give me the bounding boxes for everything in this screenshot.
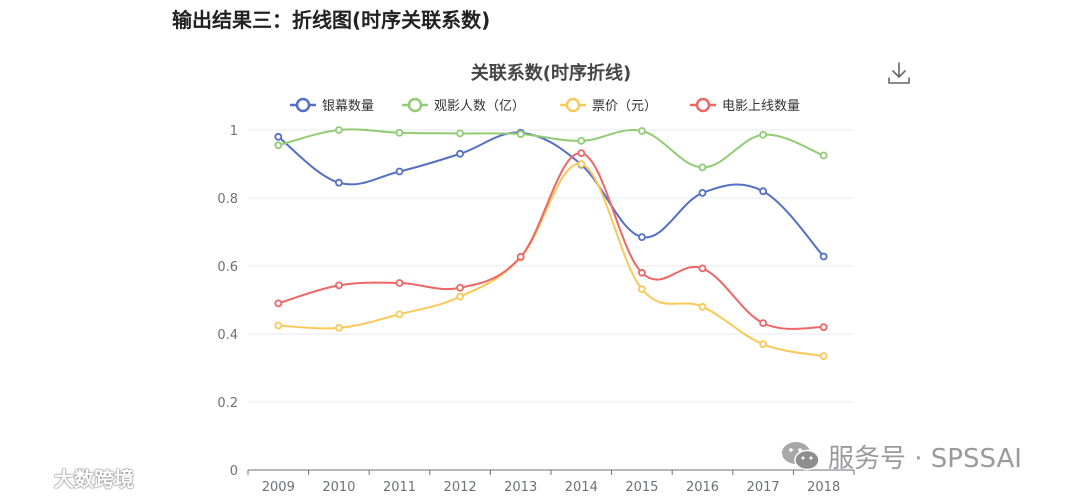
legend-label: 电影上线数量 [722, 99, 800, 114]
y-tick-label: 0.6 [217, 260, 238, 275]
data-point[interactable] [759, 340, 767, 349]
series-2 [274, 126, 828, 172]
y-tick-label: 0.2 [217, 396, 238, 411]
data-point[interactable] [516, 252, 525, 261]
x-tick-label: 2010 [322, 480, 355, 495]
data-point[interactable] [698, 163, 707, 172]
x-tick-label: 2013 [504, 480, 537, 495]
y-tick-label: 0 [230, 464, 238, 479]
data-point[interactable] [577, 160, 586, 168]
data-point[interactable] [819, 151, 828, 160]
data-point[interactable] [456, 129, 465, 138]
legend-label: 银幕数量 [322, 99, 374, 114]
legend-marker [695, 97, 711, 113]
brand-logo-icon [9, 468, 46, 485]
legend-item[interactable]: 票价（元） [560, 97, 657, 114]
data-point[interactable] [334, 323, 343, 332]
data-point[interactable] [274, 299, 283, 308]
data-point[interactable] [577, 149, 586, 158]
data-point[interactable] [334, 126, 343, 134]
x-tick-label: 2009 [262, 480, 295, 495]
y-tick-label: 0.8 [217, 192, 238, 207]
data-point[interactable] [638, 233, 646, 242]
legend-marker [295, 97, 311, 113]
data-point[interactable] [456, 292, 465, 301]
y-tick-label: 0.4 [217, 328, 238, 343]
page-heading: 输出结果三：折线图(时序关联系数) [172, 8, 491, 32]
data-point[interactable] [698, 188, 707, 197]
series-4 [274, 149, 828, 332]
data-point[interactable] [274, 132, 283, 141]
series-line [278, 128, 825, 169]
download-icon[interactable] [886, 60, 912, 88]
watermark-left: 大数跨境 [6, 462, 134, 492]
data-point[interactable] [698, 302, 707, 311]
x-tick-label: 2018 [807, 480, 840, 495]
x-tick-label: 2011 [383, 480, 416, 495]
data-point[interactable] [819, 323, 828, 332]
data-point[interactable] [516, 130, 525, 138]
data-point[interactable] [395, 167, 404, 176]
data-point[interactable] [456, 149, 465, 158]
data-point[interactable] [395, 310, 404, 319]
data-point[interactable] [759, 187, 767, 196]
data-point[interactable] [395, 279, 404, 287]
legend-label: 票价（元） [592, 99, 657, 114]
legend-item[interactable]: 银幕数量 [290, 97, 374, 114]
data-point[interactable] [759, 130, 767, 139]
data-point[interactable] [395, 128, 404, 137]
legend-item[interactable]: 观影人数（亿） [402, 97, 525, 114]
data-point[interactable] [759, 319, 767, 328]
data-point[interactable] [334, 178, 343, 187]
data-point[interactable] [638, 268, 646, 277]
watermark-right: 服务号 · SPSSAI [780, 436, 1022, 476]
legend-marker [565, 97, 581, 113]
data-point[interactable] [274, 321, 283, 330]
series-line [278, 162, 824, 358]
data-point[interactable] [819, 252, 828, 261]
series-3 [274, 160, 828, 361]
legend-label: 观影人数（亿） [434, 99, 525, 114]
grid-lines [248, 129, 854, 403]
series-line [277, 131, 825, 258]
x-tick-label: 2016 [686, 480, 719, 495]
watermark-left-text: 大数跨境 [54, 466, 134, 491]
data-point[interactable] [698, 264, 707, 273]
wechat-icon [782, 442, 820, 471]
y-tick-label: 1 [230, 124, 238, 139]
series-layer [274, 126, 828, 361]
x-axis: 2009 2010 2011 2012 2013 2014 2015 2016 2017 2018 [247, 469, 855, 495]
legend-item[interactable]: 电影上线数量 [690, 97, 800, 114]
data-point[interactable] [274, 141, 283, 150]
watermark-right-text: 服务号 · SPSSAI [828, 443, 1022, 474]
data-point[interactable] [334, 281, 343, 290]
legend[interactable]: 银幕数量 观影人数（亿） 票价（元） 电影上线数量 [290, 97, 800, 114]
x-tick-label: 2014 [565, 480, 598, 495]
series-line [278, 152, 824, 330]
y-axis: 0 0.2 0.4 0.6 0.8 1 [217, 124, 238, 479]
data-point[interactable] [638, 285, 646, 294]
data-point[interactable] [456, 283, 465, 292]
x-tick-label: 2017 [747, 480, 780, 495]
legend-marker [407, 97, 423, 113]
chart-title: 关联系数(时序折线) [471, 62, 631, 84]
data-point[interactable] [638, 127, 646, 135]
data-point[interactable] [819, 352, 828, 361]
x-tick-label: 2012 [444, 480, 477, 495]
x-tick-label: 2015 [625, 480, 658, 495]
data-point[interactable] [577, 136, 586, 145]
